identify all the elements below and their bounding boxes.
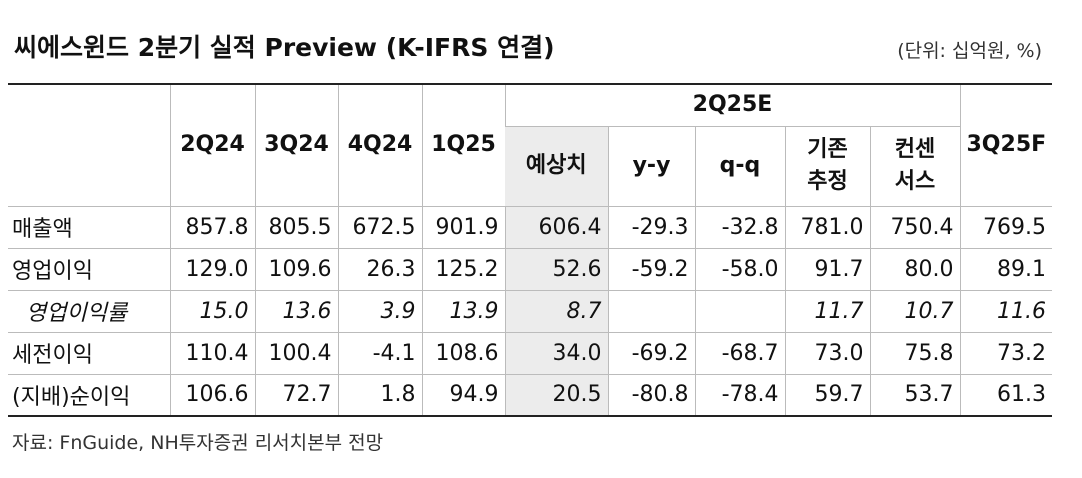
value-cell: -32.8 [694,206,785,249]
row-label: 영업이익 [8,248,170,291]
value-cell: 20.5 [504,374,608,417]
value-cell [607,290,695,333]
row-label: 세전이익 [8,332,170,375]
value-cell: 901.9 [421,206,505,249]
value-cell: 53.7 [869,374,960,417]
value-cell: 13.9 [421,290,505,333]
value-cell: 13.6 [254,290,338,333]
value-cell: 606.4 [504,206,608,249]
value-cell: -4.1 [337,332,422,375]
table-row: 영업이익 129.0 109.6 26.3 125.2 52.6 -59.2 -58.0 91.… [8,248,1052,291]
value-cell: 61.3 [959,374,1052,417]
column-header: 기존 추정 [784,126,870,207]
value-cell: 11.6 [959,290,1052,333]
value-cell: 72.7 [254,374,338,417]
value-cell: 8.7 [504,290,608,333]
title: 씨에스윈드 2분기 실적 Preview (K-IFRS 연결) [14,33,555,62]
column-header: 4Q24 [337,83,422,207]
column-header: y-y [607,126,695,207]
value-cell: -69.2 [607,332,695,375]
value-cell: 106.6 [169,374,255,417]
value-cell: 109.6 [254,248,338,291]
column-header: q-q [694,126,785,207]
row-label: 영업이익률 [8,290,170,333]
header-row: 예상치 y-y q-q 기존 추정 컨센 서스 [8,126,1052,207]
value-cell [694,290,785,333]
row-label: (지배)순이익 [8,374,170,417]
value-cell: -29.3 [607,206,695,249]
value-cell: 80.0 [869,248,960,291]
value-cell: 91.7 [784,248,870,291]
corner-cell [8,83,170,207]
table-row: 영업이익률 15.0 13.6 3.9 13.9 8.7 11.7 10.7 11.6 [8,290,1052,333]
table-row: 매출액 857.8 805.5 672.5 901.9 606.4 -29.3 -32.8 78… [8,206,1052,249]
value-cell: 73.2 [959,332,1052,375]
table-row: (지배)순이익 106.6 72.7 1.8 94.9 20.5 -80.8 -78.4 59.… [8,374,1052,417]
value-cell: 857.8 [169,206,255,249]
value-cell: 75.8 [869,332,960,375]
value-cell: 34.0 [504,332,608,375]
value-cell: 805.5 [254,206,338,249]
value-cell: 3.9 [337,290,422,333]
column-header: 3Q25F [959,83,1052,207]
source-note: 자료: FnGuide, NH투자증권 리서치본부 전망 [12,432,384,454]
column-header: 1Q25 [421,83,505,207]
header-row: 2Q24 3Q24 4Q24 1Q25 2Q25E 3Q25F [8,83,1052,207]
value-cell: 672.5 [337,206,422,249]
table: 2Q24 3Q24 4Q24 1Q25 2Q25E 3Q25F 예상치 y-y q-q 기존 추정… [8,83,1052,417]
value-cell: 73.0 [784,332,870,375]
value-cell: 108.6 [421,332,505,375]
value-cell: 100.4 [254,332,338,375]
value-cell: 15.0 [169,290,255,333]
value-cell: 125.2 [421,248,505,291]
value-cell: 94.9 [421,374,505,417]
value-cell: 750.4 [869,206,960,249]
value-cell: 59.7 [784,374,870,417]
unit-note: (단위: 십억원, %) [897,40,1042,62]
group-header: 2Q25E [504,83,960,127]
value-cell: 89.1 [959,248,1052,291]
value-cell: -80.8 [607,374,695,417]
value-cell: 781.0 [784,206,870,249]
column-header: 3Q24 [254,83,338,207]
value-cell: 26.3 [337,248,422,291]
value-cell: -59.2 [607,248,695,291]
value-cell: 11.7 [784,290,870,333]
value-cell: 10.7 [869,290,960,333]
value-cell: 1.8 [337,374,422,417]
value-cell: 769.5 [959,206,1052,249]
column-header: 컨센 서스 [869,126,960,207]
value-cell: -78.4 [694,374,785,417]
value-cell: 129.0 [169,248,255,291]
value-cell: 52.6 [504,248,608,291]
column-header: 2Q24 [169,83,255,207]
table-row: 세전이익 110.4 100.4 -4.1 108.6 34.0 -69.2 -68.7 73.… [8,332,1052,375]
value-cell: -68.7 [694,332,785,375]
column-header: 예상치 [505,126,608,207]
value-cell: 110.4 [169,332,255,375]
row-label: 매출액 [8,206,170,249]
value-cell: -58.0 [694,248,785,291]
